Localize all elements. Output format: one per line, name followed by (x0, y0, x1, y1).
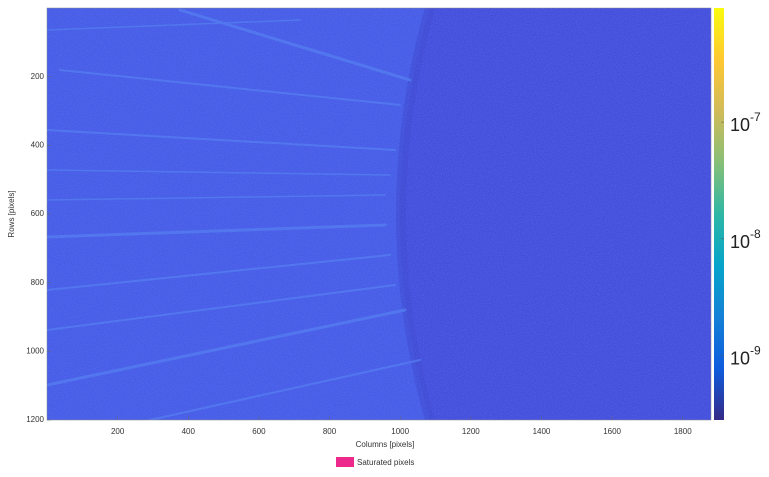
legend-swatch (336, 457, 354, 467)
colorbar-tick-base: 10 (730, 232, 750, 252)
y-tick-label: 200 (31, 72, 45, 81)
colorbar-tick-exponent: -7 (750, 110, 761, 124)
y-tick-label: 1200 (26, 415, 44, 424)
y-tick-label: 400 (31, 140, 45, 149)
y-tick-label: 800 (31, 278, 45, 287)
x-tick-label: 1200 (462, 427, 480, 436)
colorbar-tick-base: 10 (730, 348, 750, 368)
x-tick-label: 600 (252, 427, 266, 436)
x-tick-label: 400 (182, 427, 196, 436)
colorbar-tick-exponent: -8 (750, 227, 761, 241)
image (47, 8, 711, 420)
x-tick-label: 1400 (533, 427, 551, 436)
y-tick-label: 1000 (26, 346, 44, 355)
x-tick-label: 800 (323, 427, 337, 436)
x-axis-label: Columns [pixels] (356, 440, 415, 449)
colorbar (714, 8, 724, 420)
colorbar-tick-label: 10-8 (730, 227, 761, 252)
y-axis-label: Rows [pixels] (7, 190, 16, 237)
x-tick-label: 1000 (391, 427, 409, 436)
y-tick-label: 600 (31, 209, 45, 218)
colorbar-tick-exponent: -9 (750, 344, 761, 358)
legend-label: Saturated pixels (357, 458, 414, 467)
x-tick-label: 1800 (674, 427, 692, 436)
colorbar-tick-base: 10 (730, 115, 750, 135)
colorbar-tick-label: 10-9 (730, 344, 761, 369)
x-tick-label: 1600 (603, 427, 621, 436)
colorbar-tick-label: 10-7 (730, 110, 761, 135)
x-tick-label: 200 (111, 427, 125, 436)
